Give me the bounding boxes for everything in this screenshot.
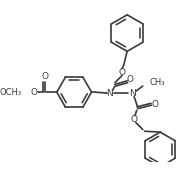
Text: CH₃: CH₃: [150, 78, 165, 87]
Text: O: O: [31, 88, 38, 97]
Text: O: O: [152, 100, 158, 109]
Text: O: O: [131, 115, 138, 124]
Text: O: O: [119, 68, 125, 77]
Text: OCH₃: OCH₃: [0, 88, 22, 97]
Text: N: N: [129, 89, 136, 98]
Text: O: O: [41, 72, 48, 81]
Text: N: N: [106, 89, 113, 98]
Text: O: O: [126, 75, 133, 84]
